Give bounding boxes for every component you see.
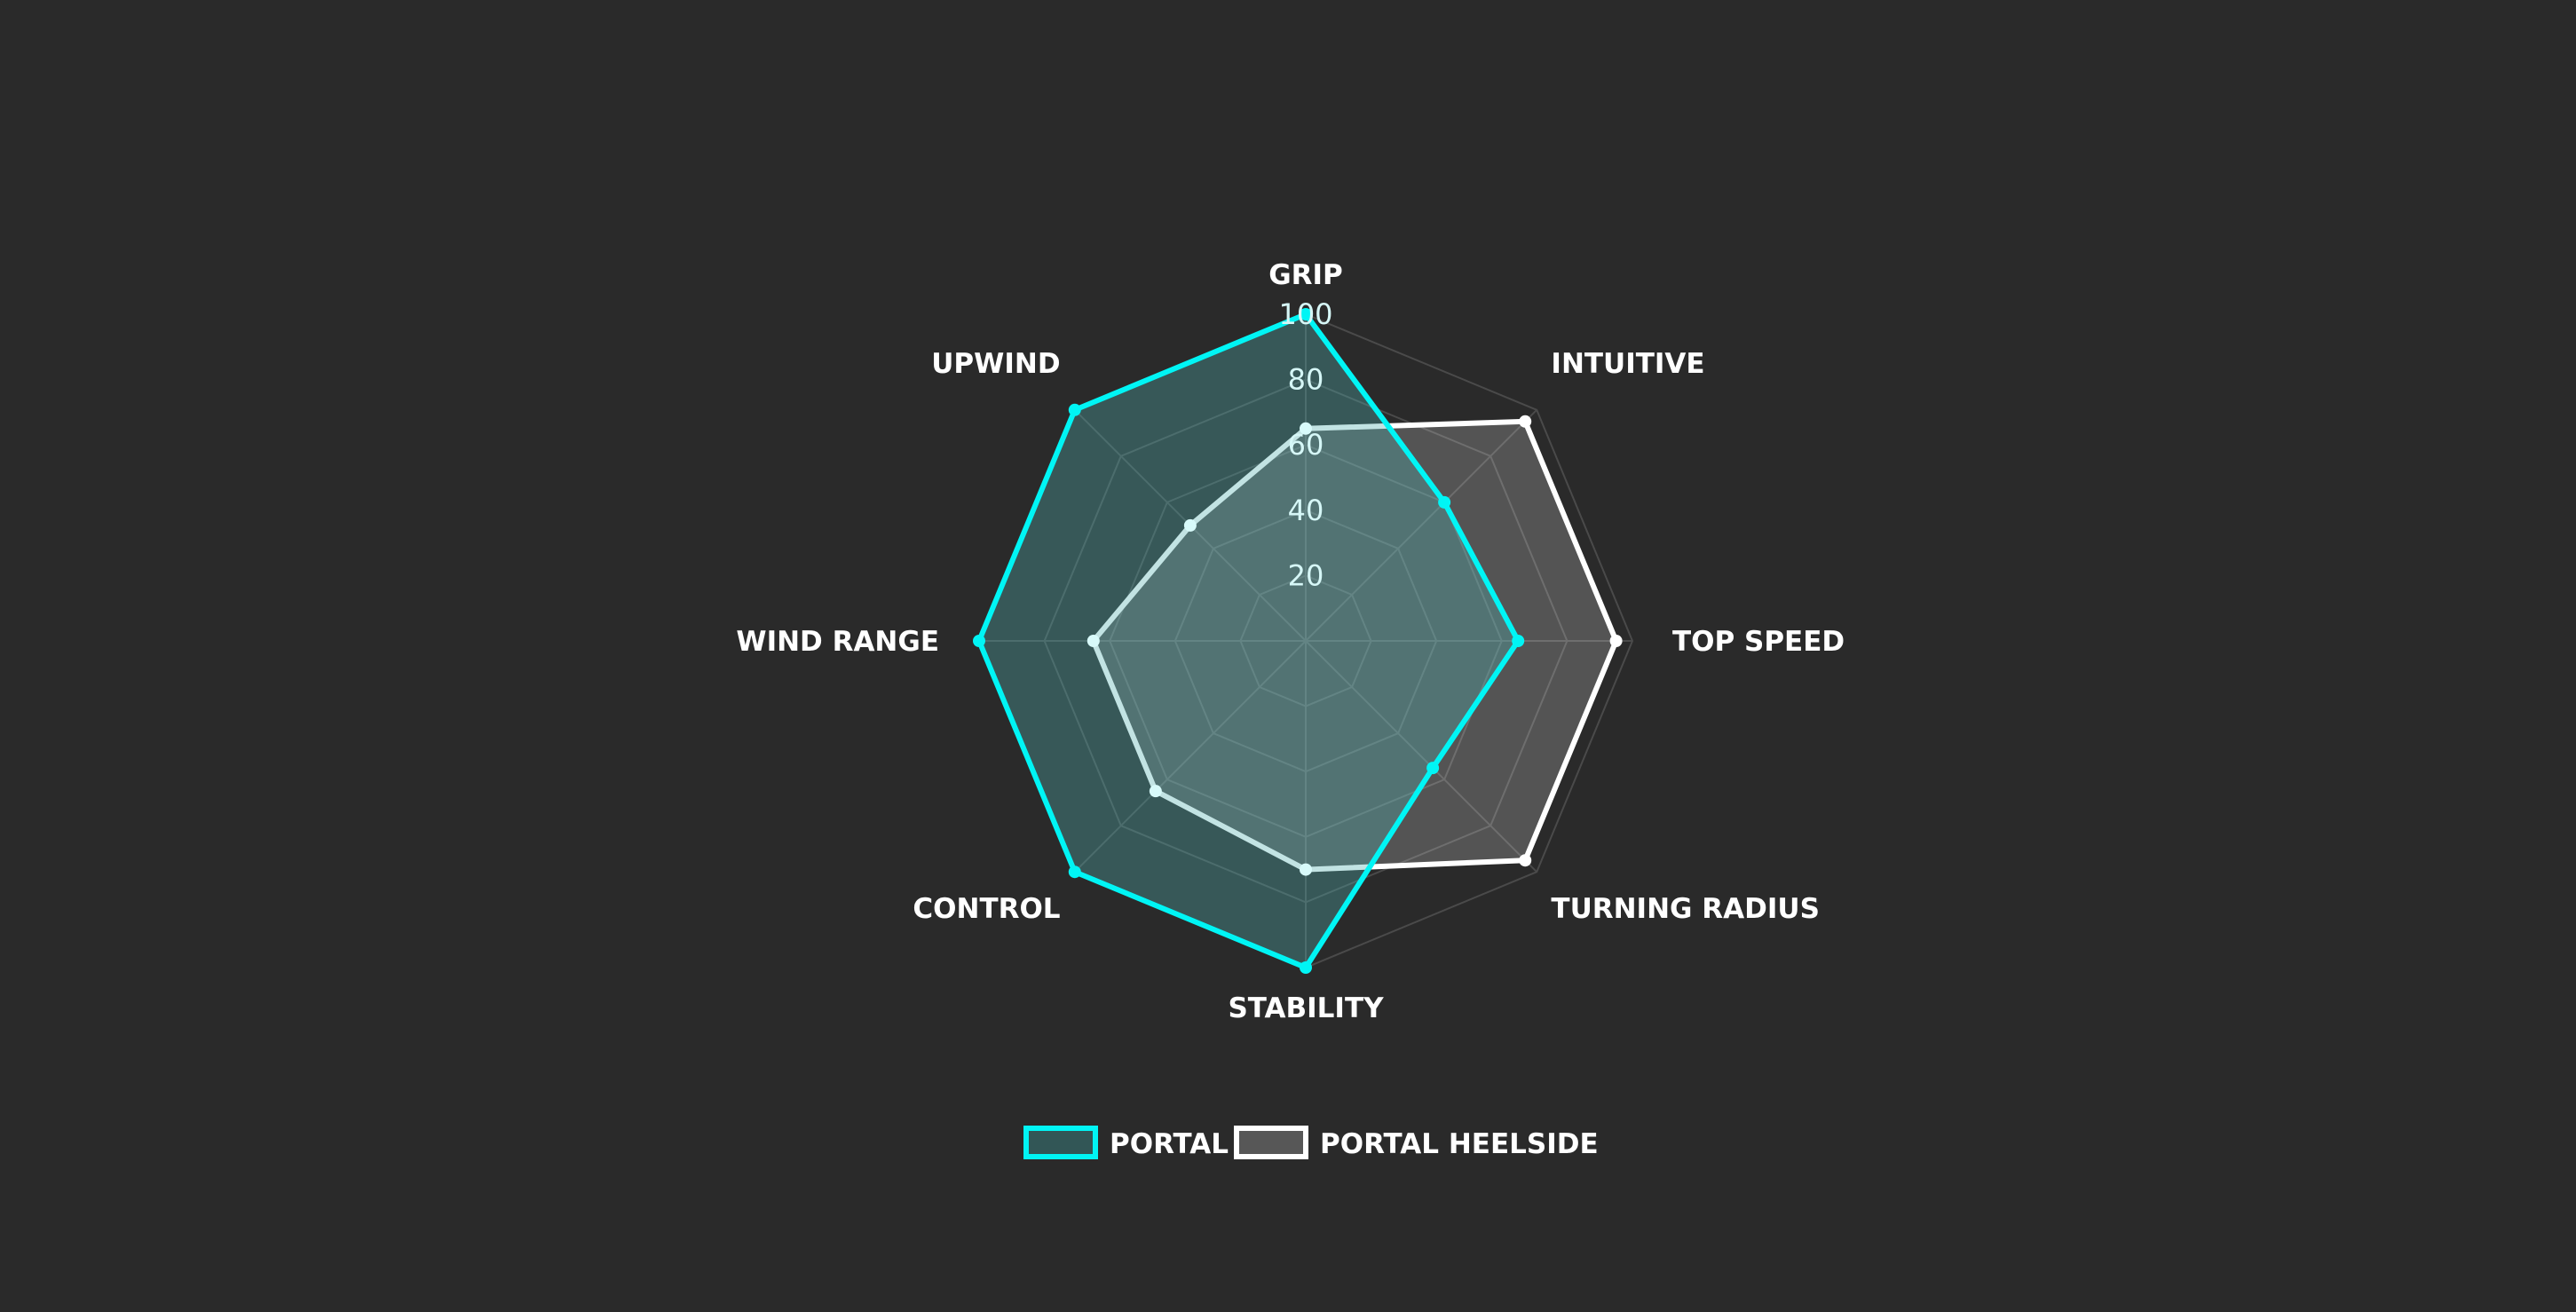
tick-labels: 20 40 60 80 100 [1278, 297, 1332, 592]
grid-spoke [1305, 409, 1537, 642]
data-point [1183, 518, 1197, 532]
axis-label: CONTROL [913, 893, 1060, 925]
tick-label: 40 [1288, 494, 1324, 527]
tick-label: 60 [1288, 428, 1324, 462]
data-point [1300, 863, 1312, 876]
axis-label: WIND RANGE [736, 626, 939, 658]
axis-label: GRIP [1268, 259, 1343, 291]
axis-label: UPWIND [931, 348, 1060, 380]
data-point [1087, 635, 1100, 647]
data-point [1438, 495, 1451, 509]
legend-label: PORTAL [1110, 1128, 1229, 1160]
data-point [1519, 854, 1532, 867]
data-point [1609, 635, 1623, 647]
data-point [1068, 865, 1081, 879]
legend-label: PORTAL HEELSIDE [1320, 1128, 1599, 1160]
tick-label: 80 [1288, 363, 1324, 397]
axis-label: INTUITIVE [1551, 348, 1704, 380]
data-point [1426, 762, 1440, 775]
data-point [1519, 415, 1532, 428]
axis-labels: GRIP INTUITIVE TOP SPEED TURNING RADIUS STAB… [736, 259, 1845, 1024]
data-point [1300, 308, 1312, 320]
radar-series [973, 308, 1623, 974]
data-point [973, 635, 985, 647]
tick-label: 100 [1278, 297, 1332, 331]
data-point [1512, 635, 1525, 647]
data-point [1300, 961, 1312, 974]
legend-swatch [1023, 1126, 1098, 1159]
series-area-portal [976, 311, 1521, 971]
axis-label: TOP SPEED [1672, 626, 1845, 658]
legend-swatch [1234, 1126, 1308, 1159]
axis-label: TURNING RADIUS [1551, 893, 1819, 925]
tick-label: 20 [1288, 558, 1324, 592]
axis-label: STABILITY [1228, 992, 1384, 1024]
grid-spoke [1074, 640, 1307, 873]
data-point [1300, 422, 1312, 435]
grid-spoke [1305, 640, 1537, 873]
data-point [1149, 785, 1162, 798]
data-point [1068, 403, 1081, 416]
legend: PORTAL PORTAL HEELSIDE [1023, 1126, 1599, 1160]
